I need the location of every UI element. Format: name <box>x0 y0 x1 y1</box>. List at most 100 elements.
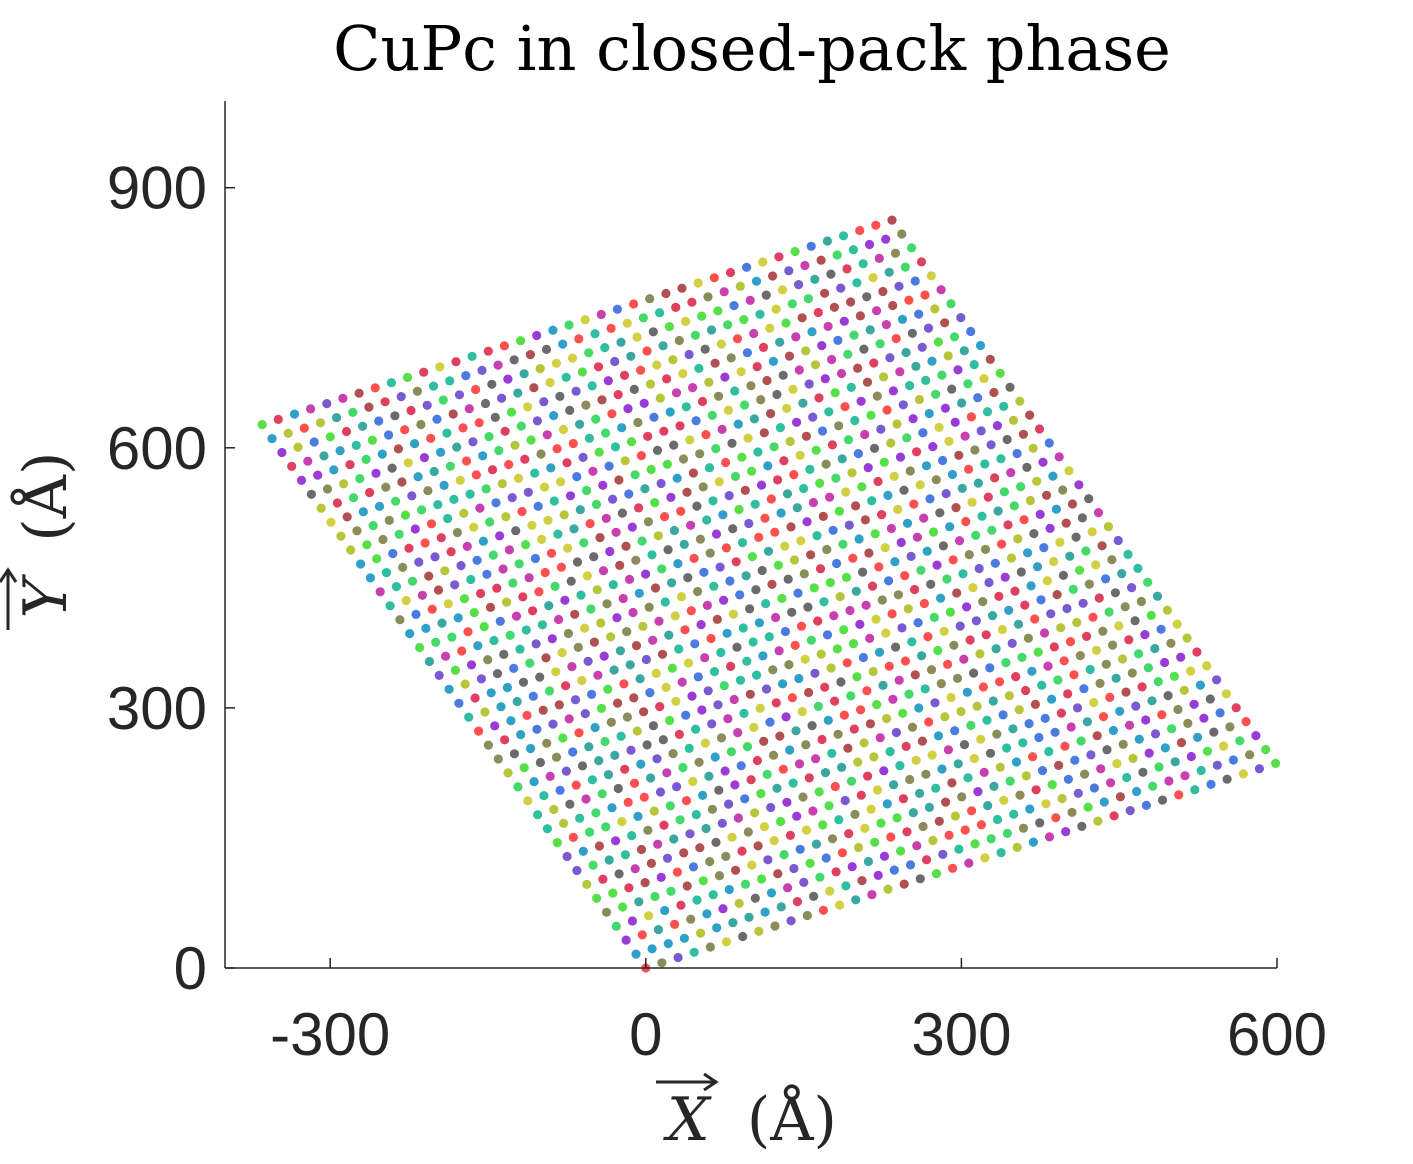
data-point <box>691 724 701 734</box>
data-point <box>851 895 861 905</box>
data-point <box>558 424 569 435</box>
data-point <box>616 731 626 741</box>
data-point <box>738 931 748 942</box>
data-point <box>702 909 712 919</box>
data-point <box>532 724 542 734</box>
data-point <box>992 729 1002 739</box>
data-point <box>744 912 754 922</box>
data-point <box>957 398 967 408</box>
data-point <box>595 533 605 543</box>
data-point <box>681 710 691 720</box>
data-point <box>837 848 848 858</box>
data-point <box>879 851 890 861</box>
data-point <box>765 717 775 727</box>
data-point <box>992 421 1003 431</box>
data-point <box>750 808 760 818</box>
data-point <box>667 663 678 673</box>
data-point <box>926 665 937 675</box>
data-point <box>947 469 958 480</box>
data-point <box>1084 494 1094 504</box>
data-point <box>464 712 474 722</box>
data-point <box>852 278 862 288</box>
data-point <box>657 564 667 574</box>
data-point <box>750 893 760 903</box>
data-point <box>730 780 740 790</box>
data-point <box>1043 661 1053 671</box>
data-point <box>1169 671 1179 682</box>
data-point <box>411 609 421 620</box>
data-point <box>891 727 902 738</box>
data-point <box>591 414 601 424</box>
data-point <box>710 358 720 368</box>
data-point <box>641 654 652 665</box>
data-point <box>1031 785 1041 795</box>
data-point <box>964 550 974 560</box>
data-point <box>519 369 529 379</box>
data-point <box>546 463 556 473</box>
data-point <box>451 357 461 367</box>
data-point <box>931 389 941 399</box>
data-point <box>938 455 948 466</box>
data-point <box>406 405 416 416</box>
data-point <box>935 508 945 518</box>
data-point <box>855 225 865 236</box>
data-point <box>725 576 735 586</box>
data-point <box>897 623 907 633</box>
data-point <box>1074 480 1084 490</box>
data-point <box>1108 725 1118 736</box>
data-point <box>578 846 588 856</box>
data-point <box>851 501 861 511</box>
data-point <box>1049 642 1059 652</box>
data-point <box>1101 574 1111 584</box>
data-point <box>815 872 825 882</box>
data-point <box>665 407 675 417</box>
data-point <box>864 548 874 558</box>
data-point <box>430 552 440 562</box>
data-point <box>489 635 499 646</box>
data-point <box>501 512 511 522</box>
data-point <box>811 445 821 455</box>
data-point <box>869 358 879 368</box>
data-point <box>914 703 924 713</box>
data-point <box>721 937 732 947</box>
data-point <box>415 642 425 653</box>
data-point <box>587 381 597 391</box>
data-point <box>823 321 833 331</box>
data-point <box>884 576 894 586</box>
data-point <box>766 409 776 419</box>
data-point <box>609 665 619 675</box>
data-point <box>676 900 686 910</box>
data-point <box>1059 656 1069 666</box>
data-point <box>929 612 939 623</box>
data-point <box>921 375 931 385</box>
data-point <box>871 220 881 230</box>
data-point <box>1001 658 1011 668</box>
data-point <box>1006 553 1017 563</box>
data-point <box>911 361 921 371</box>
data-point <box>976 734 986 744</box>
data-point <box>705 857 715 867</box>
data-point <box>690 330 701 340</box>
data-point <box>1146 610 1156 621</box>
data-point <box>1014 705 1024 715</box>
data-point <box>563 543 573 553</box>
data-point <box>377 449 387 459</box>
data-point <box>551 667 561 677</box>
data-point <box>726 661 736 672</box>
data-point <box>1067 807 1077 818</box>
data-point <box>1002 743 1012 753</box>
data-point <box>611 836 621 846</box>
data-point <box>742 262 752 272</box>
data-point <box>642 740 652 750</box>
data-point <box>742 742 753 752</box>
data-point <box>872 700 882 710</box>
data-point <box>704 463 715 473</box>
data-point <box>638 621 648 632</box>
data-point <box>1222 774 1232 784</box>
data-point <box>528 606 538 616</box>
data-point <box>422 400 432 410</box>
data-point <box>794 759 805 769</box>
data-point <box>841 572 852 583</box>
data-point <box>867 581 878 591</box>
data-point <box>815 478 825 488</box>
